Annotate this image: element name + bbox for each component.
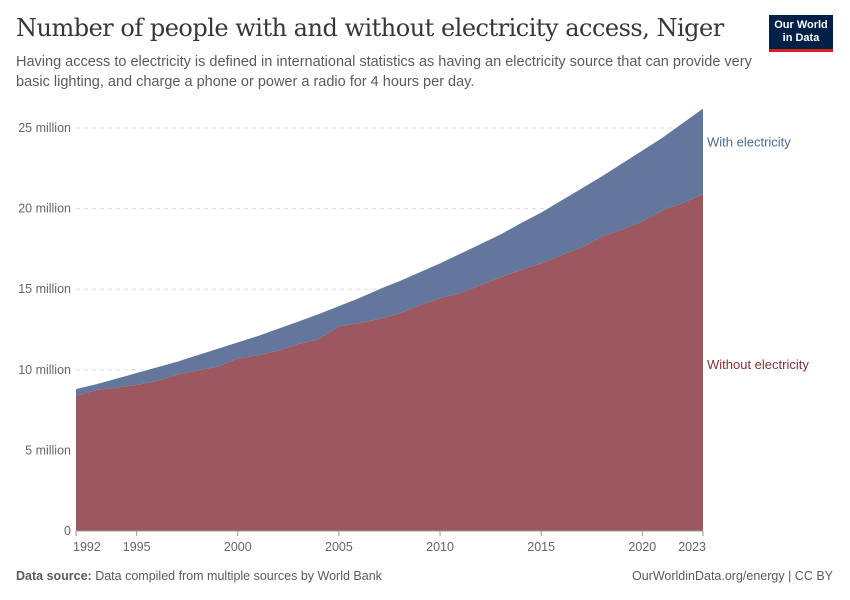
x-tick-label: 1995	[123, 540, 151, 554]
chart-title: Number of people with and without electr…	[16, 14, 724, 42]
x-tick-label: 2015	[527, 540, 555, 554]
area-without-electricity[interactable]	[76, 194, 703, 532]
x-tick-label: 2000	[224, 540, 252, 554]
data-source: Data source: Data compiled from multiple…	[16, 569, 382, 583]
y-tick-label: 25 million	[18, 121, 71, 135]
source-text[interactable]: Data compiled from multiple sources by W…	[91, 569, 382, 583]
x-tick-label: 2020	[628, 540, 656, 554]
chart-subtitle: Having access to electricity is defined …	[16, 54, 752, 90]
y-tick-label: 15 million	[18, 282, 71, 296]
x-tick-label: 2005	[325, 540, 353, 554]
legend-label: Without electricity	[707, 357, 809, 372]
x-tick-label: 1992	[73, 540, 101, 554]
owid-logo[interactable]: Our World in Data	[769, 15, 833, 52]
y-tick-label: 5 million	[25, 443, 71, 457]
y-tick-label: 10 million	[18, 363, 71, 377]
x-tick-label: 2023	[678, 540, 706, 554]
x-tick-label: 2010	[426, 540, 454, 554]
footer-link[interactable]: OurWorldinData.org/energy | CC BY	[631, 569, 833, 583]
legend-label: With electricity	[707, 134, 791, 149]
y-tick-label: 0	[64, 524, 71, 538]
source-label: Data source:	[16, 569, 92, 583]
y-tick-label: 20 million	[18, 202, 71, 216]
